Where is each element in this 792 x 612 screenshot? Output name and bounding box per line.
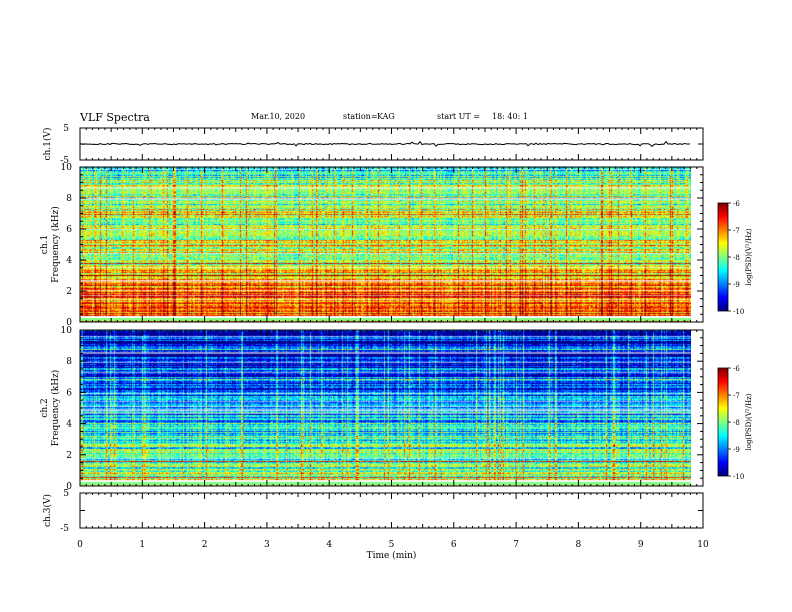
panel2-ytick-label-4: 4	[66, 420, 72, 430]
ch1-spectrogram-heatmap-image	[80, 167, 691, 322]
start-ut-label: start UT =	[437, 112, 480, 121]
ch1-colorbar-tick-label-0: -6	[733, 200, 740, 208]
xtick-label-3: 3	[264, 540, 270, 550]
ch1-spectrogram-channel-label: ch.1	[40, 235, 50, 254]
panel1-ytick-label-4: 4	[66, 256, 72, 266]
ch2-colorbar-tick-label-0: -6	[733, 365, 740, 373]
panel2-ytick-label-8: 8	[66, 357, 72, 367]
xtick-label-8: 8	[576, 540, 582, 550]
panel3-ytick-label-bottom: -5	[60, 524, 69, 534]
ch1-waveform-line	[79, 140, 691, 148]
panel1-ytick-label-6: 6	[66, 225, 72, 235]
date-label: Mar.10, 2020	[251, 112, 306, 121]
ch1-colorbar-tick-label-3: -9	[733, 281, 740, 289]
panel1-ytick-label-2: 2	[66, 287, 72, 297]
ch2-colorbar-tick-label-1: -7	[733, 392, 740, 400]
ch2-colorbar-bar	[717, 367, 729, 477]
panel2-ytick-label-0: 0	[66, 482, 72, 492]
xtick-label-9: 9	[638, 540, 644, 550]
panel1-ytick-label-10: 10	[61, 163, 73, 173]
panel3-ytick-label-top: 5	[63, 489, 69, 499]
panel2-ytick-label-6: 6	[66, 388, 72, 398]
panel1-ytick-label-0: 0	[66, 318, 72, 328]
ch2-colorbar-tick-label-2: -8	[733, 419, 740, 427]
start-ut-value: 18: 40: 1	[492, 112, 528, 121]
xtick-label-10: 10	[697, 540, 709, 550]
ch2-colorbar-tick-label-3: -9	[733, 446, 740, 454]
ch2-spectrogram-heatmap-image	[80, 330, 691, 486]
chart-title: VLF Spectra	[80, 111, 150, 124]
xtick-label-1: 1	[139, 540, 145, 550]
xtick-label-7: 7	[513, 540, 519, 550]
panel2-ytick-label-2: 2	[66, 451, 72, 461]
ch2-spectrogram-channel-label: ch.2	[40, 398, 50, 417]
ch1-colorbar-tick-label-1: -7	[733, 227, 740, 235]
ch3-waveform-ylabel: ch.3(V)	[42, 494, 53, 527]
ch2-spectrogram-ylabel: Frequency (kHz)	[50, 370, 61, 447]
station-value: KAG	[377, 112, 395, 121]
ch2-colorbar-label: log(PSD)(V²/Hz)	[745, 393, 753, 450]
ch2-colorbar-tick-label-4: -10	[733, 473, 744, 481]
ch1-waveform-ylabel: ch.1(V)	[42, 128, 53, 161]
xtick-label-6: 6	[451, 540, 457, 550]
xtick-label-5: 5	[389, 540, 395, 550]
ch1-colorbar-label: log(PSD)(V²/Hz)	[745, 228, 753, 285]
ch1-colorbar-tick-label-2: -8	[733, 254, 740, 262]
xtick-label-0: 0	[77, 540, 83, 550]
panel0-ytick-label-bottom: -5	[60, 156, 69, 166]
x-axis-label: Time (min)	[367, 550, 417, 561]
xtick-label-4: 4	[326, 540, 332, 550]
panel0-ytick-label-top: 5	[63, 124, 69, 134]
station-label: station=	[343, 112, 378, 121]
ch1-spectrogram-ylabel: Frequency (kHz)	[50, 206, 61, 283]
panel1-ytick-label-8: 8	[66, 194, 72, 204]
ch1-colorbar-bar	[717, 202, 729, 312]
xtick-label-2: 2	[202, 540, 208, 550]
ch1-colorbar-tick-label-4: -10	[733, 308, 744, 316]
panel2-ytick-label-10: 10	[61, 326, 73, 336]
